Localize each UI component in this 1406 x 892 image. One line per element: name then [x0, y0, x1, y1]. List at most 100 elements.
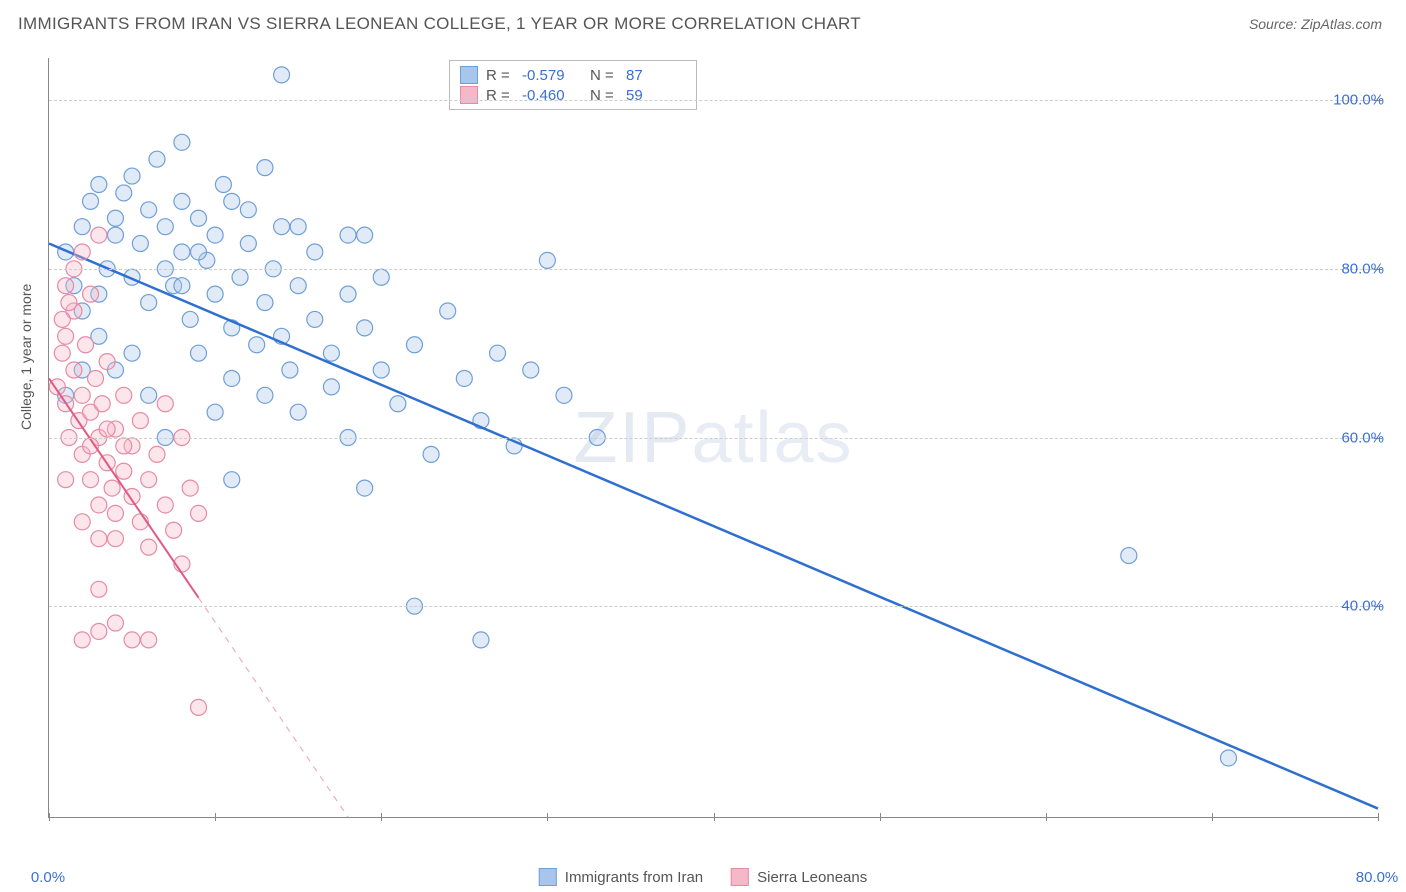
data-point [182, 480, 198, 496]
data-point [141, 539, 157, 555]
swatch-icon [539, 868, 557, 886]
legend-item: Sierra Leoneans [731, 868, 867, 886]
data-point [74, 219, 90, 235]
y-tick-label: 100.0% [1333, 92, 1384, 109]
data-point [91, 623, 107, 639]
data-point [99, 354, 115, 370]
data-point [54, 345, 70, 361]
data-point [116, 438, 132, 454]
data-point [307, 244, 323, 260]
gridline [49, 269, 1378, 270]
x-tick-label: 80.0% [1356, 869, 1399, 886]
data-point [406, 337, 422, 353]
gridline [49, 100, 1378, 101]
data-point [249, 337, 265, 353]
data-point [107, 531, 123, 547]
x-tick [1212, 813, 1213, 821]
data-point [191, 244, 207, 260]
data-point [58, 328, 74, 344]
data-point [116, 463, 132, 479]
data-point [107, 615, 123, 631]
data-point [290, 219, 306, 235]
data-point [58, 278, 74, 294]
trend-line [49, 378, 199, 597]
data-point [141, 202, 157, 218]
data-point [83, 286, 99, 302]
data-point [157, 497, 173, 513]
data-point [323, 379, 339, 395]
data-point [1121, 548, 1137, 564]
gridline [49, 438, 1378, 439]
x-tick [1046, 813, 1047, 821]
x-tick [381, 813, 382, 821]
y-tick-label: 40.0% [1341, 598, 1384, 615]
data-point [157, 219, 173, 235]
x-tick [714, 813, 715, 821]
data-point [83, 472, 99, 488]
data-point [232, 269, 248, 285]
data-point [104, 480, 120, 496]
data-point [66, 362, 82, 378]
data-point [78, 337, 94, 353]
series-legend: Immigrants from Iran Sierra Leoneans [539, 868, 867, 886]
data-point [174, 278, 190, 294]
data-point [124, 345, 140, 361]
data-point [556, 387, 572, 403]
data-point [61, 295, 77, 311]
data-point [323, 345, 339, 361]
source-attribution: Source: ZipAtlas.com [1249, 16, 1382, 32]
data-point [456, 370, 472, 386]
data-point [373, 362, 389, 378]
data-point [116, 387, 132, 403]
data-point [174, 244, 190, 260]
x-tick [880, 813, 881, 821]
data-point [357, 227, 373, 243]
data-point [440, 303, 456, 319]
y-tick-label: 60.0% [1341, 429, 1384, 446]
data-point [490, 345, 506, 361]
data-point [174, 134, 190, 150]
data-point [215, 177, 231, 193]
data-point [141, 295, 157, 311]
data-point [357, 320, 373, 336]
data-point [182, 311, 198, 327]
data-point [191, 210, 207, 226]
data-point [290, 278, 306, 294]
data-point [141, 632, 157, 648]
x-tick [547, 813, 548, 821]
data-point [107, 227, 123, 243]
trend-line-extrapolated [199, 598, 349, 817]
data-point [207, 286, 223, 302]
data-point [274, 67, 290, 83]
data-point [224, 472, 240, 488]
data-point [141, 387, 157, 403]
x-tick-label: 0.0% [31, 869, 65, 886]
data-point [257, 160, 273, 176]
data-point [94, 396, 110, 412]
data-point [91, 227, 107, 243]
data-point [107, 210, 123, 226]
x-tick [49, 813, 50, 821]
data-point [257, 295, 273, 311]
data-point [149, 151, 165, 167]
legend-label: Immigrants from Iran [565, 869, 703, 886]
data-point [107, 505, 123, 521]
data-point [132, 236, 148, 252]
data-point [191, 699, 207, 715]
data-point [149, 446, 165, 462]
data-point [88, 370, 104, 386]
trend-line [49, 244, 1378, 809]
y-tick-label: 80.0% [1341, 260, 1384, 277]
data-point [116, 185, 132, 201]
data-point [166, 522, 182, 538]
data-point [473, 632, 489, 648]
data-point [290, 404, 306, 420]
data-point [74, 387, 90, 403]
data-point [357, 480, 373, 496]
data-point [240, 236, 256, 252]
data-point [54, 311, 70, 327]
data-point [83, 193, 99, 209]
data-point [191, 345, 207, 361]
data-point [224, 193, 240, 209]
data-point [91, 177, 107, 193]
